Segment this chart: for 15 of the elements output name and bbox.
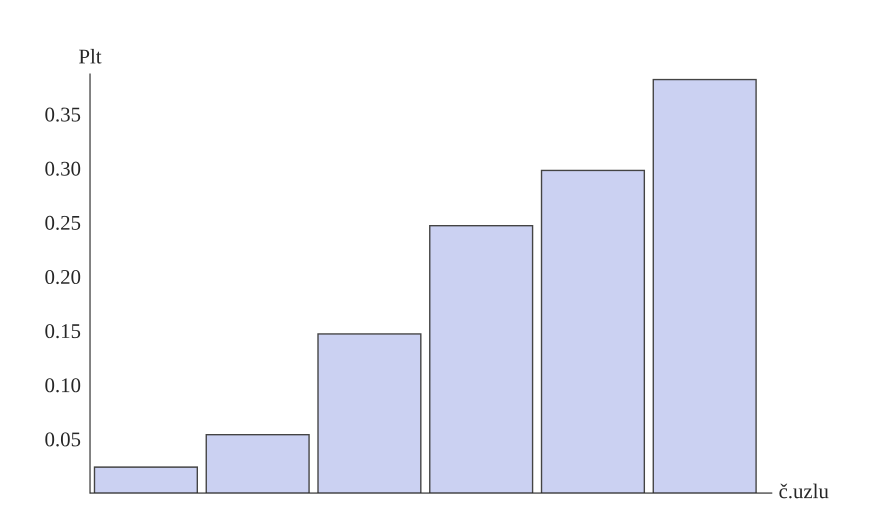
bar <box>94 466 198 494</box>
y-tick-label: 0.15 <box>45 324 80 338</box>
bar <box>540 170 646 494</box>
y-tick-label: 0.30 <box>45 162 80 176</box>
bar <box>317 333 422 494</box>
bar <box>652 78 757 494</box>
bar <box>429 224 534 494</box>
bar <box>206 434 310 494</box>
y-axis-title: Plt <box>79 48 102 64</box>
x-axis-title: č.uzlu <box>779 484 829 498</box>
y-tick-label: 0.35 <box>45 108 80 122</box>
y-tick-label: 0.05 <box>45 432 80 446</box>
y-tick-label: 0.20 <box>45 270 80 284</box>
y-tick-label: 0.25 <box>45 216 80 230</box>
y-tick-label: 0.10 <box>45 378 80 392</box>
